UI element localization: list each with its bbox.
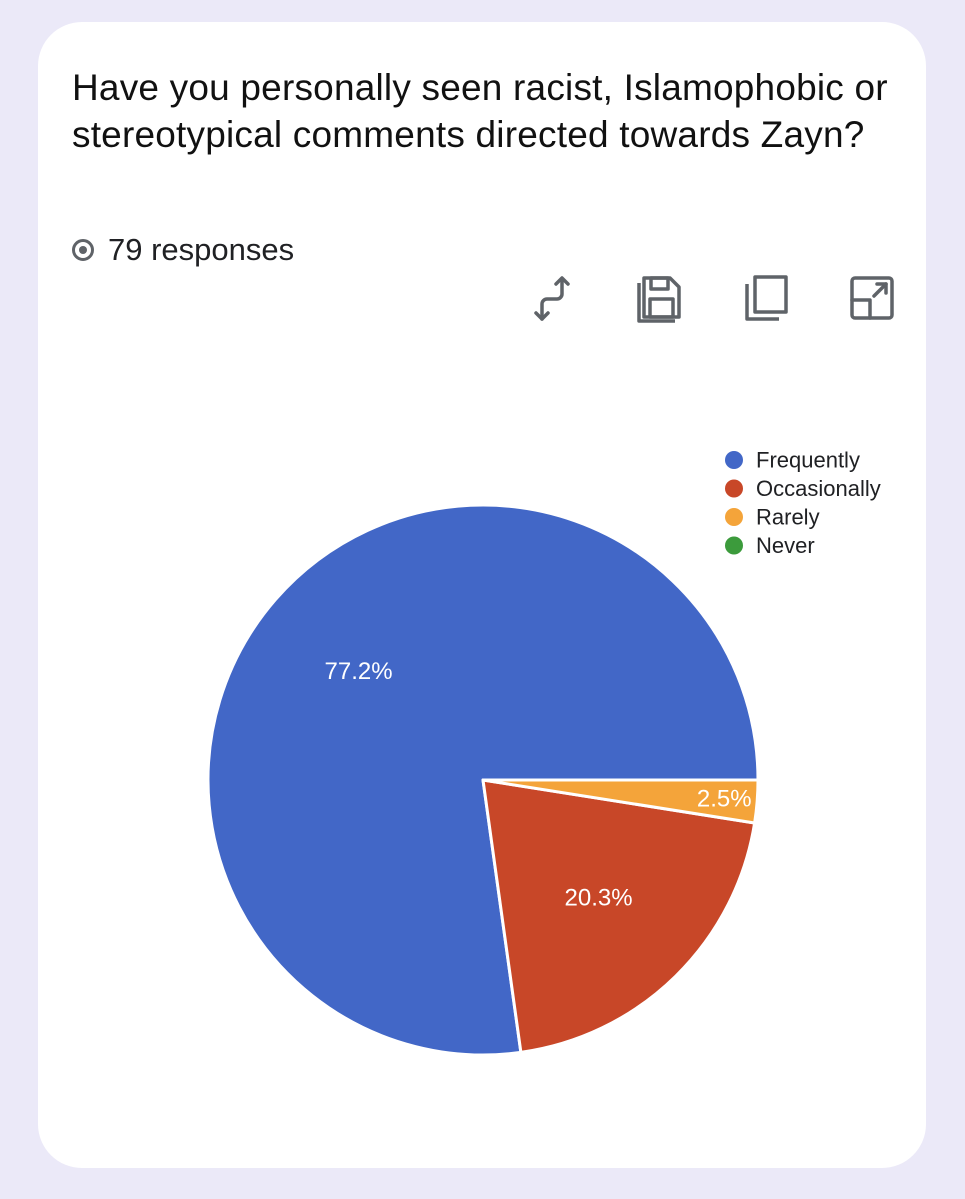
legend-label-never: Never [756,533,815,558]
legend-swatch-occasionally [725,479,743,498]
legend-label-rarely: Rarely [756,505,820,530]
legend-swatch-never [725,536,743,555]
save-button[interactable] [632,270,688,326]
radio-icon [72,239,94,261]
legend-item-occasionally[interactable]: Occasionally [725,476,881,501]
expand-icon [850,276,894,320]
pie-labels: 77.2% 20.3% 2.5% [325,658,752,911]
legend-swatch-frequently [725,451,743,469]
pie-chart: 77.2% 20.3% 2.5% Frequently Occasionally Rar… [206,448,881,1057]
legend-item-rarely[interactable]: Rarely [725,505,820,530]
slice-label-rarely: 2.5% [697,785,752,812]
legend-swatch-rarely [725,508,743,526]
legend-item-frequently[interactable]: Frequently [725,448,860,473]
chart-legend: Frequently Occasionally Rarely Never [725,448,881,558]
save-icon [637,276,681,323]
question-title: Have you personally seen racist, Islamop… [72,67,888,155]
chart-card: Have you personally seen racist, Islamop… [38,22,926,1168]
pie-slices [206,503,760,1057]
pie-slice-frequently[interactable] [206,503,760,1057]
copy-icon [745,275,788,321]
responses-text: 79 responses [108,232,295,267]
legend-item-never[interactable]: Never [725,533,815,558]
chart-toolbar [38,270,926,326]
legend-label-frequently: Frequently [756,448,860,473]
slice-label-occasionally: 20.3% [565,884,633,911]
pie-slice-occasionally[interactable] [481,778,757,1054]
copy-button[interactable] [738,270,794,326]
swap-arrows-button[interactable] [526,270,582,326]
expand-button[interactable] [844,270,900,326]
swap-arrows-icon [534,276,570,321]
legend-label-occasionally: Occasionally [756,476,881,501]
pie-slice-rarely[interactable] [481,778,760,825]
slice-label-frequently: 77.2% [325,658,393,685]
responses-count: 79 responses [72,228,294,272]
